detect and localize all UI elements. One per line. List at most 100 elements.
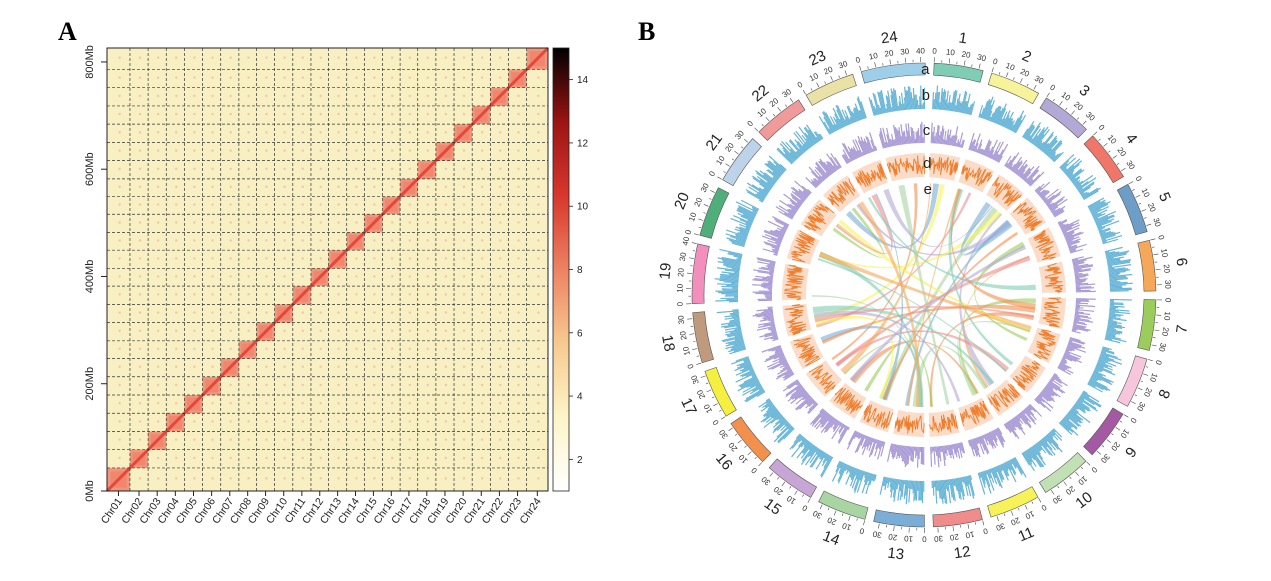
track-c-bar — [1046, 383, 1054, 390]
track-c-bar — [939, 446, 942, 452]
ideogram-chr4 — [1083, 135, 1124, 184]
track-b-bar — [779, 163, 787, 171]
track-b-bar — [1039, 439, 1053, 457]
interchrom-dot — [408, 456, 412, 460]
track-c-bar — [1022, 166, 1035, 180]
scale-tick — [1020, 78, 1023, 83]
track-c-bar — [814, 178, 821, 185]
track-c-bar — [945, 445, 948, 456]
track-b-bar — [988, 116, 992, 122]
interchrom-dot — [138, 149, 142, 152]
interchrom-dot — [337, 477, 340, 480]
track-b-bar — [770, 410, 780, 418]
track-b-bar — [717, 257, 742, 263]
track-b-bar — [1082, 391, 1100, 403]
track-b-bar — [985, 470, 988, 475]
interchrom-dot — [193, 131, 196, 134]
track-c-bar — [779, 365, 791, 372]
track-c-bar — [903, 130, 907, 145]
synteny-link — [835, 255, 1031, 367]
interchrom-dot — [319, 402, 322, 405]
track-c-bar — [869, 437, 873, 446]
interchrom-dot — [118, 347, 121, 350]
synteny-link — [850, 340, 979, 394]
track-b-bar — [1109, 302, 1124, 304]
scale-tick — [703, 212, 706, 214]
track-b-bar — [986, 469, 995, 491]
interchrom-dot — [444, 293, 448, 296]
track-b-bar — [967, 475, 975, 499]
interchrom-dot — [301, 402, 304, 405]
scale-tick — [1108, 150, 1111, 153]
interchrom-dot — [462, 167, 466, 171]
track-b-bar — [734, 334, 743, 338]
interchrom-dot — [193, 456, 196, 460]
track-c-bar — [897, 445, 901, 457]
track-c-bar — [1062, 356, 1073, 362]
track-b-bar — [731, 344, 745, 349]
track-c-bar — [1011, 418, 1021, 431]
scale-tick-label: 20 — [887, 532, 898, 542]
track-c-bar — [1063, 227, 1080, 236]
track-c-bar — [986, 150, 991, 157]
interchrom-dot — [265, 347, 268, 350]
track-c-bar — [852, 148, 859, 159]
track-c-bar — [768, 319, 775, 322]
interchrom-dot — [175, 329, 178, 333]
track-b-bar — [1032, 127, 1046, 145]
scale-tick-label: 20 — [1162, 264, 1172, 274]
scale-tick — [1026, 83, 1029, 87]
track-c-bar — [815, 413, 830, 430]
track-b-bar — [910, 92, 913, 110]
track-b-bar — [729, 312, 739, 315]
scale-tick — [841, 513, 844, 516]
interchrom-dot — [480, 365, 484, 368]
ideogram-chr6 — [1137, 239, 1157, 292]
track-b-bar — [756, 172, 775, 186]
track-b-bar — [724, 314, 740, 318]
track-c-bar — [763, 230, 783, 240]
scale-tick — [1153, 253, 1159, 256]
track-c-bar — [775, 220, 789, 228]
interchrom-dot — [138, 329, 142, 333]
track-b-bar — [877, 91, 884, 114]
track-c-bar — [819, 408, 824, 413]
interchrom-dot — [408, 203, 412, 206]
track-c-bar — [954, 443, 958, 453]
track-b-bar — [1065, 414, 1080, 427]
track-b-bar — [889, 478, 893, 488]
interchrom-dot — [462, 456, 466, 460]
track-c-bar — [1075, 282, 1083, 284]
track-c-bar — [953, 443, 958, 458]
track-b-bar — [1107, 259, 1121, 264]
track-b-bar — [1098, 226, 1106, 231]
track-b-bar — [908, 480, 912, 503]
scale-tick — [819, 504, 823, 510]
track-c-bar — [819, 160, 832, 176]
track-c-bar — [1005, 159, 1012, 168]
track-c-bar — [771, 347, 782, 352]
track-c-bar — [1069, 248, 1077, 252]
interchrom-dot — [537, 329, 540, 333]
interchrom-dot — [517, 293, 520, 296]
scale-tick-label: 0 — [855, 55, 862, 65]
scale-tick-label: 0 — [1133, 175, 1143, 184]
scale-tick-label: 0 — [686, 362, 696, 369]
track-c-bar — [783, 225, 788, 229]
track-b-bar — [1063, 417, 1078, 430]
track-b-bar — [1034, 134, 1045, 147]
interchrom-dot — [499, 56, 502, 59]
track-c-bar — [1019, 173, 1025, 178]
track-b-bar — [1109, 298, 1132, 301]
track-c-bar — [1028, 174, 1041, 186]
track-c-bar — [1053, 208, 1064, 216]
track-b-bar — [950, 91, 955, 112]
chromosome-label-14: 14 — [820, 527, 842, 549]
track-c-bar — [1023, 171, 1032, 181]
track-c-bar — [956, 443, 960, 449]
track-b-bar — [1105, 333, 1116, 337]
track-b-bar — [731, 357, 750, 365]
track-b-bar — [1106, 256, 1124, 261]
track-d-line — [1033, 329, 1056, 360]
track-c-bar — [879, 131, 885, 149]
